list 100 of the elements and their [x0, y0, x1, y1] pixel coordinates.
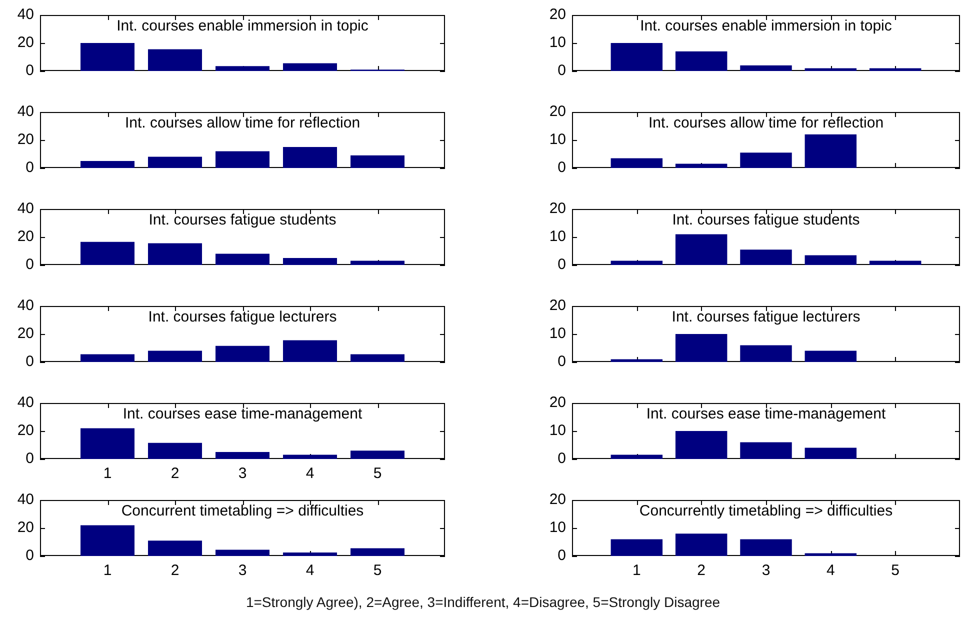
- y-tick-label: 10: [549, 131, 566, 148]
- bar: [148, 540, 202, 556]
- y-tick-label: 0: [26, 159, 34, 176]
- bar: [675, 234, 728, 265]
- y-tick-label: 10: [549, 519, 566, 536]
- y-tick-label: 0: [26, 353, 34, 370]
- bar: [283, 63, 337, 71]
- x-tick-label: 1: [103, 465, 112, 482]
- bar: [804, 553, 857, 556]
- y-tick-label: 20: [17, 519, 34, 536]
- bar: [216, 66, 270, 71]
- bar: [675, 334, 728, 362]
- bar: [283, 258, 337, 265]
- bar: [675, 51, 728, 71]
- bar: [148, 49, 202, 71]
- bar: [80, 525, 134, 556]
- y-tick-label: 40: [17, 103, 34, 120]
- bar: [350, 548, 404, 556]
- x-tick-label: 2: [170, 562, 180, 580]
- bar: [350, 354, 404, 362]
- bar: [804, 255, 857, 265]
- y-tick-label: 0: [558, 353, 566, 370]
- bar: [740, 539, 792, 556]
- y-tick-label: 20: [549, 103, 566, 120]
- x-tick-label: 4: [306, 465, 314, 482]
- y-tick-label: 20: [17, 422, 34, 440]
- bar: [216, 151, 270, 168]
- bar: [283, 454, 337, 459]
- bar: [148, 243, 202, 265]
- x-tick-label: 5: [891, 562, 900, 580]
- bar: [610, 260, 663, 265]
- x-tick-label: 1: [632, 562, 641, 580]
- bar: [675, 534, 728, 556]
- bar: [148, 350, 202, 362]
- x-tick-label: 3: [238, 562, 247, 580]
- y-tick-label: 10: [549, 228, 566, 246]
- bar: [80, 242, 134, 265]
- y-tick-label: 0: [558, 256, 566, 274]
- bar: [869, 68, 922, 71]
- x-tick-label: 4: [826, 562, 835, 580]
- bar: [804, 448, 857, 459]
- chart-title: Int. courses ease time-management: [122, 406, 363, 423]
- chart-title: Int. courses ease time-management: [646, 406, 886, 423]
- bar: [804, 134, 857, 168]
- bar: [740, 345, 792, 362]
- bar: [216, 254, 270, 265]
- y-tick-label: 40: [17, 394, 34, 412]
- x-tick-label: 5: [373, 562, 382, 580]
- chart-title: Int. courses enable immersion in topic: [116, 18, 369, 35]
- chart-title: Int. courses enable immersion in topic: [640, 18, 892, 35]
- bar: [216, 550, 270, 556]
- x-tick-label: 3: [762, 562, 770, 580]
- bar: [675, 164, 728, 168]
- bar: [610, 539, 663, 556]
- bar: [216, 452, 270, 459]
- y-tick-label: 20: [17, 34, 34, 52]
- y-tick-label: 0: [26, 62, 34, 80]
- bar: [283, 147, 337, 168]
- bar: [283, 552, 337, 556]
- bar: [804, 350, 857, 362]
- chart-title: Concurrently timetabling => difficulties: [639, 502, 893, 520]
- y-tick-label: 20: [549, 6, 566, 24]
- bar: [740, 152, 792, 168]
- y-tick-label: 40: [17, 6, 34, 24]
- bar: [610, 454, 663, 459]
- y-tick-label: 40: [17, 200, 34, 218]
- chart-title: Int. courses allow time for reflection: [648, 114, 884, 132]
- bar: [350, 155, 404, 168]
- x-tick-label: 4: [306, 562, 314, 580]
- y-tick-label: 20: [17, 325, 34, 342]
- bar: [148, 442, 202, 459]
- x-tick-label: 5: [373, 465, 382, 482]
- bar: [350, 450, 404, 459]
- bar: [740, 442, 792, 459]
- y-tick-label: 0: [558, 547, 566, 564]
- chart-title: Int. courses allow time for reflection: [124, 114, 360, 132]
- y-tick-label: 20: [17, 228, 34, 246]
- bar: [80, 43, 134, 71]
- y-tick-label: 40: [17, 491, 34, 508]
- y-tick-label: 20: [549, 297, 566, 314]
- bar: [610, 359, 663, 362]
- chart-title: Int. courses fatigue lecturers: [672, 308, 860, 326]
- x-tick-label: 2: [170, 465, 180, 482]
- y-tick-label: 0: [558, 450, 566, 468]
- bar: [869, 260, 922, 265]
- y-tick-label: 20: [549, 394, 566, 412]
- y-tick-label: 10: [549, 422, 566, 440]
- bar: [740, 65, 792, 71]
- bar: [216, 346, 270, 362]
- chart-title: Int. courses fatigue lecturers: [148, 308, 337, 326]
- y-tick-label: 0: [26, 450, 34, 468]
- y-tick-label: 20: [549, 491, 566, 508]
- bar: [610, 43, 663, 71]
- chart-title: Int. courses fatigue students: [672, 212, 860, 229]
- y-tick-label: 10: [549, 34, 566, 52]
- y-tick-label: 0: [26, 547, 34, 564]
- x-tick-label: 3: [238, 465, 247, 482]
- bar: [675, 431, 728, 459]
- bar: [80, 354, 134, 362]
- bar: [610, 158, 663, 168]
